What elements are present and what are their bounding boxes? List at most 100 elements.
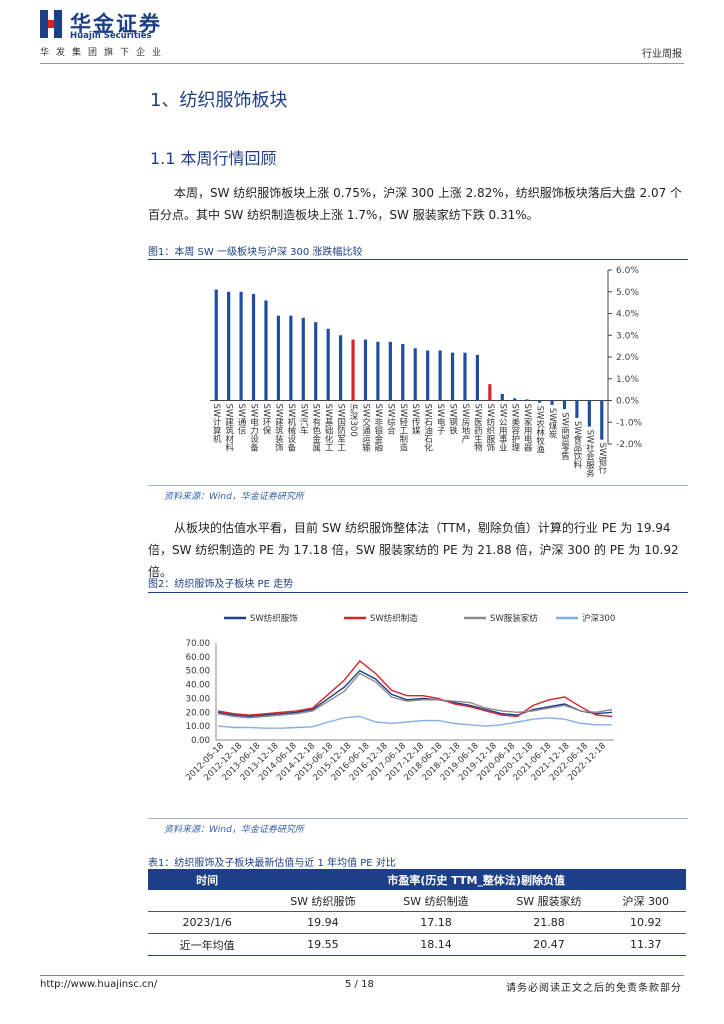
bar (450, 352, 455, 401)
bar (562, 400, 567, 410)
y-tick-label: 0.00 (191, 736, 210, 746)
x-category-label: 沪深300 (348, 403, 358, 437)
bar (301, 317, 305, 401)
x-category-label: SW美容护理 (510, 404, 520, 452)
table-row: 近一年均值 19.55 18.14 20.47 11.37 (148, 933, 686, 956)
x-category-label: SW环保 (261, 404, 271, 436)
legend-label: SW纺织制造 (370, 613, 418, 624)
table-cell: 20.47 (492, 933, 606, 956)
x-category-label: SW电子 (435, 404, 445, 435)
bar (314, 322, 318, 401)
x-category-label: SW轻工制造 (398, 404, 408, 453)
subsection-title: 1.1 本周行情回顾 (150, 149, 277, 168)
x-category-label: SW房地产 (460, 404, 470, 444)
table-cell-label: 近一年均值 (148, 933, 267, 956)
bar (264, 300, 268, 401)
figure2-top-rule (148, 592, 688, 593)
y-tick-label: 2.0% (616, 353, 639, 363)
figure1-bar-chart: 6.0% 5.0% 4.0% 3.0% 2.0% 1.0% 0.0% -1.0% -2.0% SW… (210, 266, 643, 478)
bar (575, 400, 579, 418)
bar (338, 335, 343, 401)
y-tick-label: 70.00 (186, 639, 210, 649)
y-tick-label: 10.00 (186, 722, 210, 732)
table-subheader-row: SW 纺织服饰 SW 纺织制造 SW 服装家纺 沪深 300 (148, 890, 686, 912)
x-category-label: SW公用事业 (497, 404, 507, 452)
table-cell: 17.18 (379, 911, 493, 934)
y-tick-label: 50.00 (186, 667, 210, 677)
table-header-pe: 市盈率(历史 TTM_整体法)剔除负值 (266, 869, 686, 890)
y-tick-label: 0.0% (616, 397, 639, 407)
series-line (217, 660, 613, 718)
x-category-label: SW食品饮料 (572, 421, 582, 470)
x-category-label: SW银行 (597, 443, 607, 475)
x-category-label: SW计算机 (211, 404, 221, 444)
table-cell: 18.14 (379, 933, 493, 956)
y-tick-label: -1.0% (616, 418, 643, 428)
series-line (217, 715, 612, 729)
footer-disclaimer: 请务必阅读正文之后的免责条款部分 (506, 983, 682, 994)
x-category-label: SW石油石化 (423, 404, 433, 453)
x-category-label: SW电力设备 (249, 404, 259, 453)
y-tick-label: 30.00 (186, 694, 210, 704)
figure1-title: 图1：本周 SW 一级板块与沪深 300 涨跌幅比较 (148, 247, 363, 258)
table-subheader: SW 服装家纺 (492, 890, 606, 912)
y-tick-label: 20.00 (186, 708, 210, 718)
legend-label: SW服装家纺 (490, 613, 538, 624)
bar (525, 399, 529, 401)
bar (251, 293, 256, 401)
table-subheader: SW 纺织服饰 (266, 890, 380, 912)
x-category-label: SW医药生物 (472, 404, 482, 453)
x-category-label: SW商贸零售 (559, 412, 569, 461)
bar (413, 348, 417, 401)
x-category-label: SW非银金融 (373, 404, 383, 453)
x-category-label: SW建筑材料 (224, 404, 234, 453)
legend-label: SW纺织服饰 (250, 613, 298, 624)
footer-divider (40, 975, 684, 976)
x-category-label: SW建筑装饰 (273, 404, 283, 453)
legend-label: 沪深300 (582, 613, 615, 624)
x-category-label: SW纺织服饰 (485, 404, 495, 453)
bar (289, 315, 293, 401)
table-subheader: 沪深 300 (605, 890, 686, 912)
figure1-source: 资料来源：Wind，华金证券研究所 (164, 492, 304, 502)
x-category-label: SW有色金属 (311, 404, 321, 453)
table-cell: 21.88 (492, 911, 606, 934)
x-category-label: SW国防军工 (336, 404, 346, 452)
bar (388, 341, 392, 401)
y-tick-label: -2.0% (616, 440, 643, 450)
figure2-bottom-rule (148, 818, 688, 819)
bar (438, 350, 442, 401)
paragraph-valuation: 从板块的估值水平看，目前 SW 纺织服饰整体法（TTM，剔除负值）计算的行业 P… (148, 521, 679, 579)
x-category-label: SW通信 (236, 404, 246, 436)
bar (537, 400, 542, 403)
section-title: 1、纺织服饰板块 (150, 90, 288, 111)
bar (401, 343, 405, 401)
x-category-label: SW家用电器 (522, 404, 532, 453)
bar (276, 315, 281, 401)
page-number: 5 / 18 (345, 979, 374, 990)
table1-title: 表1：纺织服饰及子板块最新估值与近 1 年均值 PE 对比 (148, 858, 396, 869)
y-tick-label: 1.0% (616, 375, 639, 385)
bar (587, 400, 591, 427)
bar (426, 350, 430, 401)
footer-website-link[interactable]: http://www.huajinsc.cn/ (40, 979, 158, 990)
series-line (217, 672, 613, 719)
bar (500, 393, 504, 401)
bar (513, 398, 517, 401)
bar (214, 289, 218, 401)
table-header-time: 时间 (148, 869, 267, 890)
brand-name-cn: 华金证券 (70, 12, 162, 36)
bar (326, 328, 330, 401)
x-category-label: SW煤炭 (547, 408, 557, 440)
bar (363, 339, 368, 401)
pe-comparison-table: 时间 市盈率(历史 TTM_整体法)剔除负值 SW 纺织服饰 SW 纺织制造 S… (148, 869, 686, 956)
figure1-bottom-rule (148, 485, 688, 486)
x-category-label: SW机械设备 (286, 404, 296, 453)
figure2-title: 图2：纺织服饰及子板块 PE 走势 (148, 579, 294, 590)
y-tick-label: 3.0% (616, 331, 639, 341)
report-type: 行业周报 (642, 49, 682, 60)
bar (463, 352, 467, 401)
x-category-label: SW综合 (385, 404, 395, 436)
bar (351, 339, 355, 401)
y-tick-label: 60.00 (186, 653, 210, 663)
